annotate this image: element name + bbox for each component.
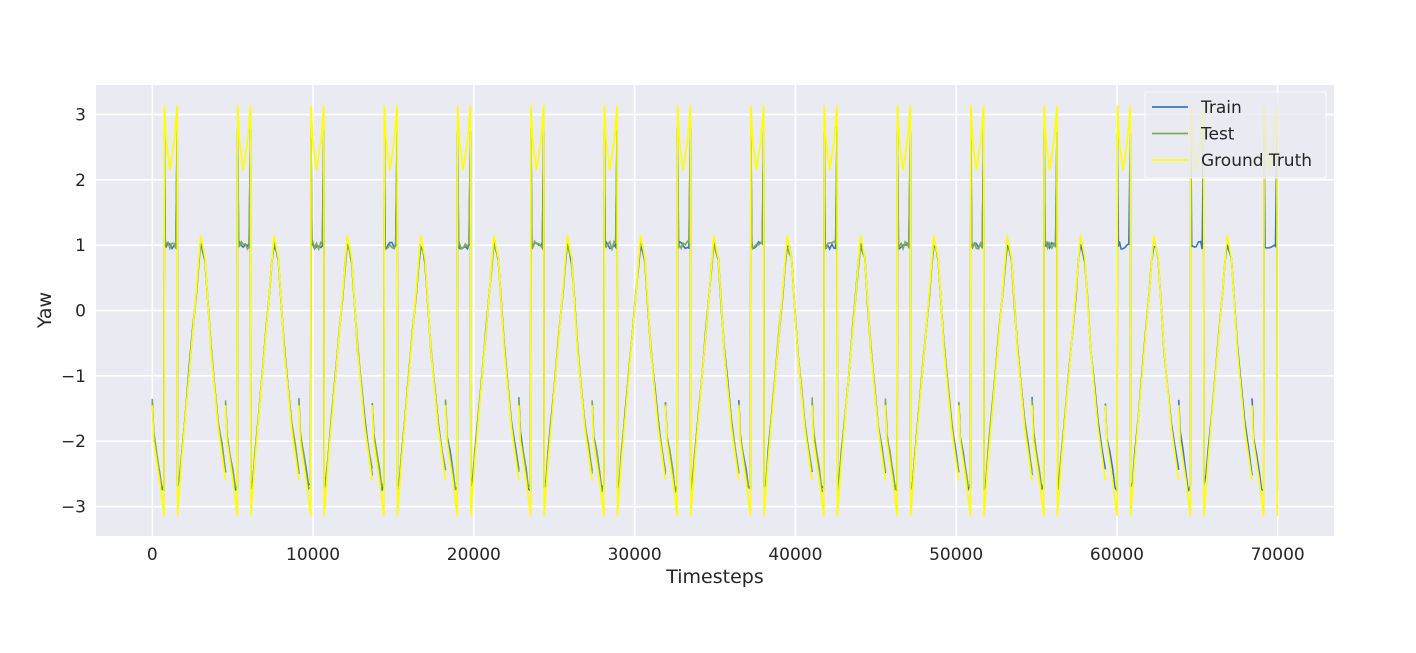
legend-label: Test xyxy=(1200,125,1235,145)
x-tick-label: 30000 xyxy=(608,545,662,565)
legend: Train Test Ground Truth xyxy=(1145,92,1326,178)
x-tick-label: 0 xyxy=(147,545,158,565)
x-tick-label: 50000 xyxy=(929,545,983,565)
legend-label: Ground Truth xyxy=(1201,151,1312,171)
y-tick-label: 2 xyxy=(75,171,86,191)
x-tick-label: 10000 xyxy=(286,545,340,565)
y-tick-label: −1 xyxy=(61,367,86,387)
y-tick-label: −3 xyxy=(61,498,86,518)
y-tick-label: 0 xyxy=(75,302,86,322)
x-axis-ticks: 0 10000 20000 30000 40000 50000 60000 70000 xyxy=(147,545,1305,565)
x-axis-label: Timesteps xyxy=(665,566,764,588)
y-tick-label: −2 xyxy=(61,432,86,452)
legend-label: Train xyxy=(1200,98,1242,118)
x-tick-label: 60000 xyxy=(1090,545,1144,565)
y-axis-label: Yaw xyxy=(34,292,56,329)
x-tick-label: 40000 xyxy=(768,545,822,565)
y-tick-label: 1 xyxy=(75,236,86,256)
y-axis-ticks: 3 2 1 0 −1 −2 −3 xyxy=(61,105,86,517)
x-tick-label: 70000 xyxy=(1251,545,1305,565)
x-tick-label: 20000 xyxy=(447,545,501,565)
y-tick-label: 3 xyxy=(75,105,86,125)
